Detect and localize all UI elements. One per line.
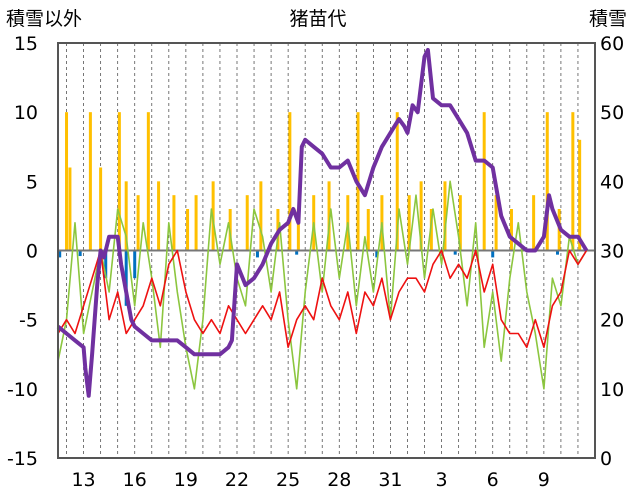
series-temp-max — [57, 180, 588, 390]
negative-bar — [255, 250, 259, 258]
right-axis-title: 積雪 — [589, 8, 627, 30]
precip-bar — [146, 112, 150, 251]
right-tick-label: 20 — [600, 310, 624, 332]
x-tick-label: 28 — [327, 469, 351, 491]
precip-bar — [419, 181, 423, 251]
right-tick-label: 50 — [600, 102, 624, 124]
left-tick-label: 10 — [14, 102, 38, 124]
precip-bar — [429, 209, 433, 251]
negative-bar — [555, 250, 559, 255]
precip-bar — [458, 195, 462, 251]
right-tick-label: 30 — [600, 241, 624, 263]
negative-bar — [133, 250, 137, 279]
right-tick-label: 60 — [600, 33, 624, 55]
x-tick-label: 9 — [538, 469, 550, 491]
precip-bar — [194, 195, 198, 251]
precip-bar — [259, 181, 263, 251]
left-axis-title: 積雪以外 — [6, 8, 82, 30]
left-tick-label: -10 — [7, 379, 38, 401]
precip-bar — [117, 112, 121, 251]
x-tick-label: 31 — [378, 469, 402, 491]
x-tick-label: 13 — [71, 469, 95, 491]
x-tick-label: 19 — [174, 469, 198, 491]
precip-bar — [545, 112, 549, 251]
x-tick-label: 3 — [436, 469, 448, 491]
series-temp-min — [57, 249, 588, 349]
left-tick-label: 15 — [14, 33, 38, 55]
precip-bar — [509, 209, 513, 251]
right-tick-label: 0 — [600, 448, 612, 470]
negative-bar — [295, 250, 299, 255]
precip-bar — [172, 195, 176, 251]
left-tick-label: 5 — [26, 171, 38, 193]
chart-title: 猪苗代 — [289, 8, 346, 30]
left-tick-label: -15 — [7, 448, 38, 470]
negative-bar — [375, 250, 379, 258]
x-tick-label: 25 — [276, 469, 300, 491]
x-tick-label: 16 — [123, 469, 147, 491]
precip-bar — [157, 181, 161, 251]
precip-bar — [395, 112, 399, 251]
precip-bar — [366, 209, 370, 251]
negative-bar — [453, 250, 457, 255]
negative-bar — [491, 250, 495, 258]
negative-bar — [58, 250, 62, 258]
precip-bar — [296, 209, 300, 251]
precip-bar — [494, 195, 498, 251]
precip-bar — [65, 112, 69, 251]
precip-bar — [245, 195, 249, 251]
left-tick-label: 0 — [26, 241, 38, 263]
precip-bar — [288, 112, 292, 251]
precip-bar — [124, 181, 128, 251]
negative-bar — [78, 250, 82, 257]
precip-bar — [571, 112, 575, 251]
precip-bar — [136, 195, 140, 251]
precip-bar — [578, 139, 582, 251]
right-tick-label: 10 — [600, 379, 624, 401]
precip-bar — [99, 167, 103, 251]
x-tick-label: 6 — [487, 469, 499, 491]
right-tick-label: 40 — [600, 171, 624, 193]
precip-bar — [532, 195, 536, 251]
plot-frame — [57, 42, 596, 459]
left-tick-label: -5 — [19, 310, 38, 332]
precip-bar — [407, 195, 411, 251]
precip-bar — [68, 167, 72, 251]
precip-bar — [88, 112, 92, 251]
precip-bar — [443, 181, 447, 251]
precip-bar — [186, 209, 190, 251]
negative-bar — [104, 250, 108, 279]
x-tick-label: 22 — [225, 469, 249, 491]
precip-bar — [482, 112, 486, 251]
precip-bar — [327, 181, 331, 251]
series-snow-depth — [56, 47, 589, 398]
negative-bar — [124, 250, 128, 306]
